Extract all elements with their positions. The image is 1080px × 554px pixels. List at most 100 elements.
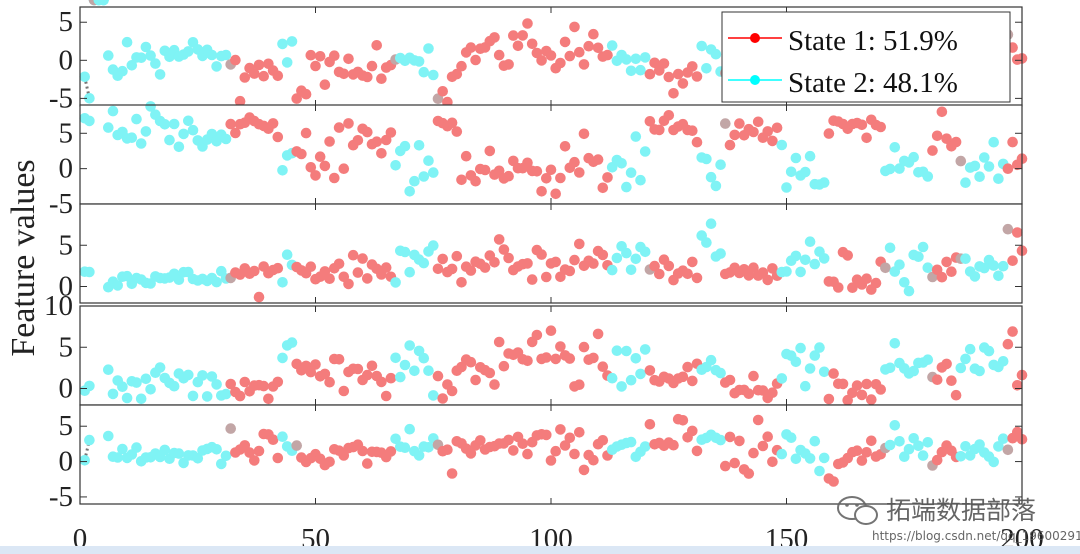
data-point <box>249 455 260 466</box>
data-point <box>997 433 1009 445</box>
data-point <box>79 455 90 466</box>
data-point <box>875 121 886 133</box>
data-point <box>418 352 430 364</box>
data-point <box>743 468 755 479</box>
data-point <box>804 363 816 374</box>
data-point <box>277 431 288 443</box>
data-point <box>993 270 1004 282</box>
data-point <box>630 131 642 142</box>
data-point <box>159 444 171 456</box>
data-point <box>503 170 514 182</box>
data-point <box>960 353 971 365</box>
data-point <box>649 57 660 69</box>
data-point <box>903 443 915 455</box>
data-point <box>616 381 627 392</box>
data-point <box>324 136 335 147</box>
data-point <box>272 70 284 82</box>
data-point <box>960 441 971 452</box>
data-point <box>771 122 783 134</box>
data-point <box>465 265 477 276</box>
data-point <box>592 154 604 165</box>
data-point <box>720 118 731 129</box>
data-point <box>324 376 335 388</box>
data-point <box>569 254 580 266</box>
data-point <box>211 379 222 390</box>
data-point <box>592 328 604 340</box>
data-point <box>319 160 331 172</box>
data-point <box>861 447 872 458</box>
data-point <box>795 342 806 354</box>
data-point <box>399 359 411 371</box>
data-point <box>621 54 632 65</box>
data-point <box>404 266 416 278</box>
data-point <box>140 126 152 137</box>
data-point <box>903 285 915 297</box>
data-point <box>230 54 241 66</box>
data-point <box>225 378 236 390</box>
data-point <box>522 355 533 367</box>
data-point <box>376 376 387 388</box>
data-point <box>800 166 811 178</box>
data-point <box>404 340 416 351</box>
data-point <box>117 443 128 455</box>
data-point <box>823 393 835 405</box>
data-point <box>470 175 481 187</box>
data-point <box>559 36 571 48</box>
data-point <box>413 140 425 151</box>
data-point <box>814 342 825 353</box>
data-point <box>526 38 538 50</box>
data-point <box>281 57 293 68</box>
data-point <box>267 118 279 129</box>
data-point <box>545 164 557 176</box>
data-point <box>456 174 467 186</box>
data-point <box>423 442 434 453</box>
data-point <box>663 110 675 121</box>
data-point <box>277 277 288 288</box>
data-point <box>272 262 284 274</box>
data-point <box>324 273 335 285</box>
data-point <box>244 447 255 458</box>
data-point <box>305 366 317 378</box>
data-point <box>178 128 189 140</box>
data-point <box>187 124 199 136</box>
data-point <box>300 127 312 139</box>
data-point <box>569 21 580 33</box>
data-point <box>333 258 345 270</box>
data-point <box>894 163 905 174</box>
data-point <box>249 68 260 79</box>
data-point <box>922 262 934 274</box>
data-point <box>206 371 218 382</box>
data-point <box>922 354 934 366</box>
data-point <box>767 135 778 147</box>
data-point <box>776 139 788 151</box>
y-tick-label: 5 <box>59 6 74 38</box>
data-point <box>899 277 910 288</box>
data-point <box>701 63 712 74</box>
data-point <box>446 468 458 479</box>
data-point <box>880 262 891 274</box>
legend: State 1: 51.9% State 2: 48.1% <box>721 11 1011 103</box>
data-point <box>418 66 430 78</box>
data-point <box>187 390 199 402</box>
data-point <box>705 354 717 366</box>
data-point <box>145 384 156 395</box>
data-point <box>602 172 613 183</box>
data-point <box>173 141 185 153</box>
data-point <box>517 438 528 450</box>
data-point <box>314 51 326 62</box>
data-point <box>776 448 788 460</box>
data-point <box>625 264 637 276</box>
data-point <box>955 155 967 167</box>
data-point <box>249 265 260 277</box>
data-point <box>917 450 929 461</box>
data-point <box>103 430 114 442</box>
data-point <box>639 246 651 258</box>
data-point <box>578 464 590 476</box>
data-point <box>941 358 952 370</box>
data-point <box>828 368 839 379</box>
data-point <box>639 441 651 452</box>
data-point <box>639 344 651 355</box>
data-point <box>574 238 585 250</box>
data-point <box>851 380 863 391</box>
y-tick-label: -5 <box>49 188 73 220</box>
